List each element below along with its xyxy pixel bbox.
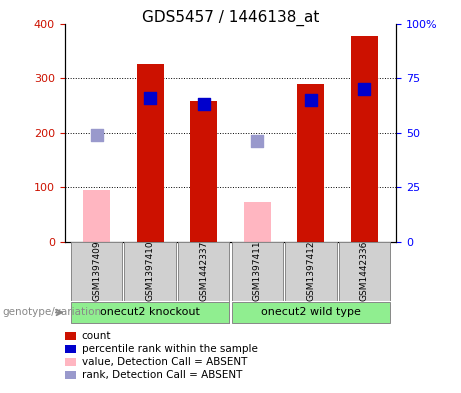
Text: GSM1397410: GSM1397410 bbox=[146, 241, 155, 301]
Bar bbox=[124, 242, 176, 301]
Bar bbox=[285, 242, 337, 301]
Text: value, Detection Call = ABSENT: value, Detection Call = ABSENT bbox=[82, 357, 247, 367]
Text: GDS5457 / 1446138_at: GDS5457 / 1446138_at bbox=[142, 10, 319, 26]
Point bbox=[93, 132, 100, 138]
Text: GSM1442337: GSM1442337 bbox=[199, 241, 208, 301]
Bar bbox=[231, 302, 390, 323]
Bar bbox=[190, 101, 217, 242]
Bar bbox=[351, 36, 378, 242]
Text: GSM1397412: GSM1397412 bbox=[306, 241, 315, 301]
Bar bbox=[244, 202, 271, 242]
Text: GSM1397409: GSM1397409 bbox=[92, 241, 101, 301]
Text: GSM1397411: GSM1397411 bbox=[253, 241, 262, 301]
Text: rank, Detection Call = ABSENT: rank, Detection Call = ABSENT bbox=[82, 370, 242, 380]
Text: genotype/variation: genotype/variation bbox=[2, 307, 101, 318]
Bar bbox=[137, 64, 164, 242]
Bar bbox=[297, 84, 324, 242]
Bar bbox=[71, 302, 230, 323]
Bar bbox=[339, 242, 390, 301]
Bar bbox=[231, 242, 283, 301]
Point bbox=[361, 86, 368, 92]
Bar bbox=[178, 242, 230, 301]
Point bbox=[147, 95, 154, 101]
Text: count: count bbox=[82, 331, 111, 341]
Bar bbox=[83, 190, 110, 242]
Text: onecut2 wild type: onecut2 wild type bbox=[261, 307, 361, 317]
Point bbox=[307, 97, 314, 103]
Text: onecut2 knockout: onecut2 knockout bbox=[100, 307, 200, 317]
Point bbox=[200, 101, 207, 107]
Bar bbox=[71, 242, 122, 301]
Text: percentile rank within the sample: percentile rank within the sample bbox=[82, 344, 258, 354]
Point bbox=[254, 138, 261, 145]
Text: GSM1442336: GSM1442336 bbox=[360, 241, 369, 301]
